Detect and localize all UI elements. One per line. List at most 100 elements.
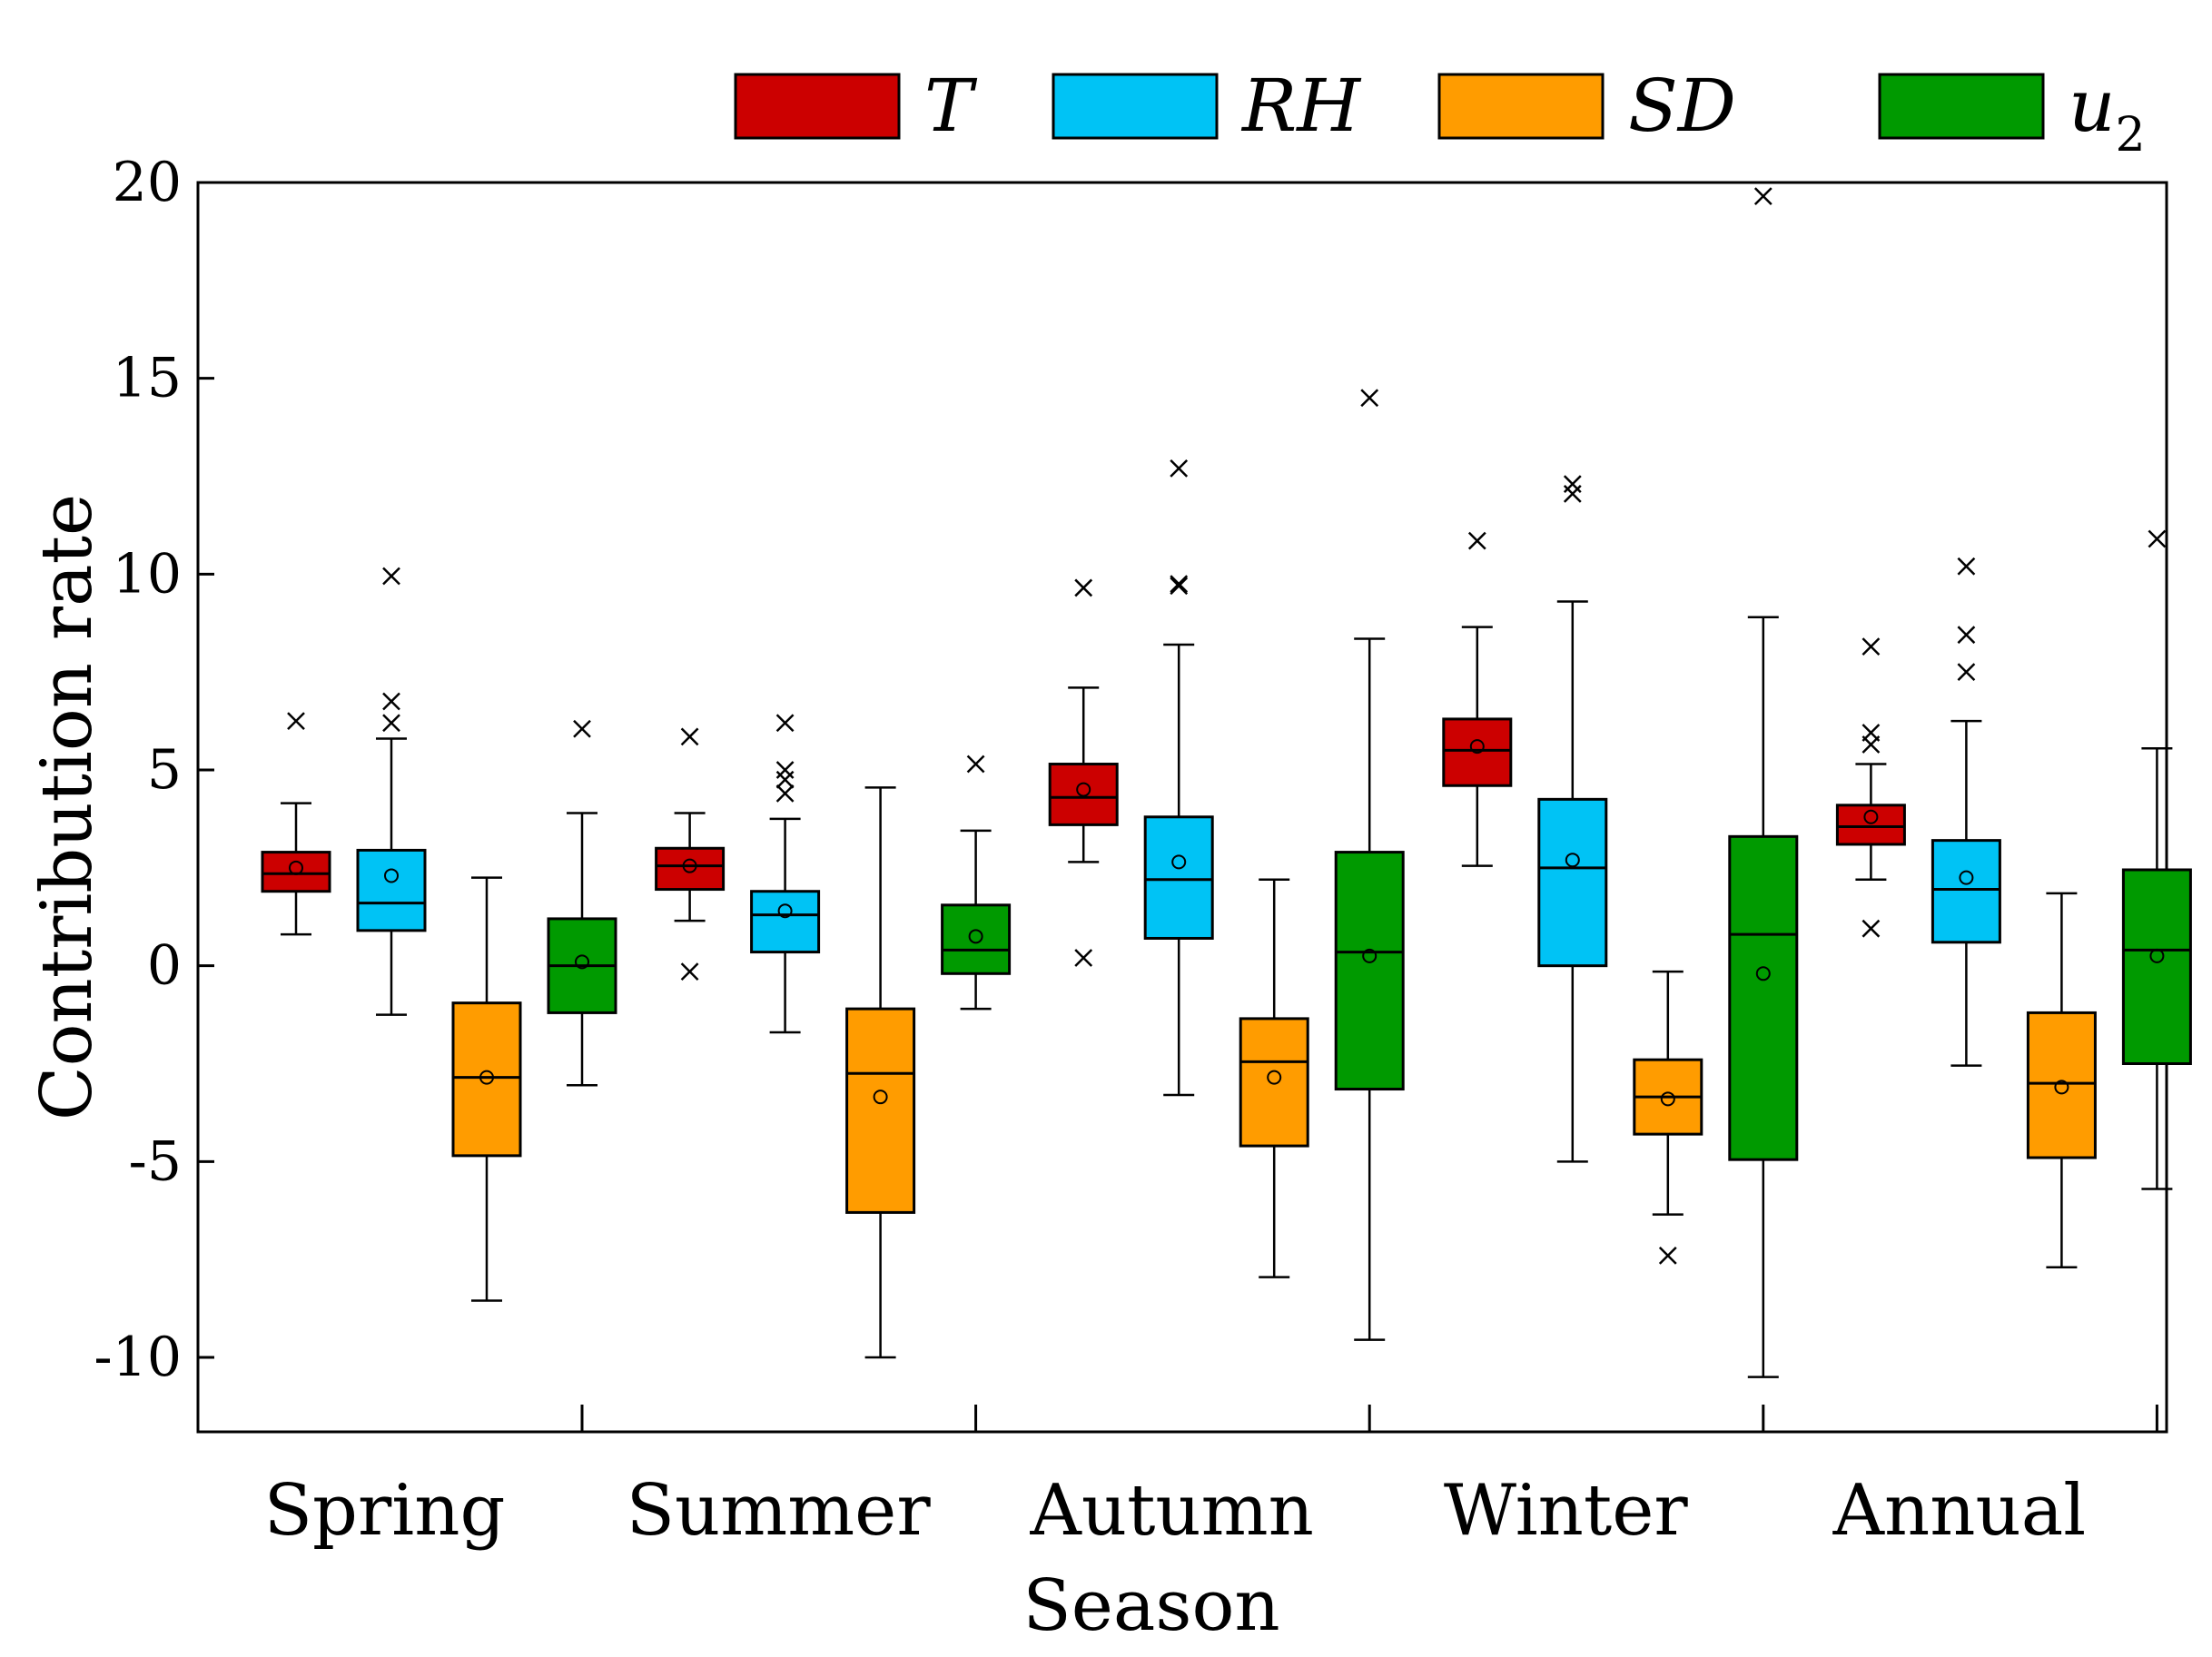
mean-marker	[479, 1070, 494, 1085]
legend-swatch-rh	[1052, 73, 1219, 140]
x-axis-title: Season	[1022, 1565, 1279, 1647]
outlier-stroke	[680, 727, 699, 746]
outlier-marker	[680, 727, 699, 746]
plot-area	[261, 187, 2192, 1378]
outlier-marker	[1170, 575, 1189, 594]
legend-label-text: T	[924, 64, 978, 148]
legend-label-subscript: 2	[2116, 108, 2146, 163]
x-category-label: Autumn	[1030, 1470, 1314, 1552]
box-iqr	[1537, 797, 1608, 968]
mean-marker	[289, 860, 303, 875]
outlier-stroke	[680, 962, 699, 981]
box-u2-autumn	[1334, 389, 1405, 1341]
box-iqr	[750, 890, 821, 954]
legend-label-text: RH	[1240, 64, 1362, 148]
mean-marker	[1076, 782, 1091, 797]
mean-marker	[1565, 853, 1580, 868]
legend-label-rh: RH	[1240, 64, 1362, 148]
outlier-stroke	[382, 567, 400, 586]
box-u2-summer	[941, 755, 1012, 1011]
legend-label-text: u	[2069, 64, 2116, 148]
outlier-marker	[1658, 1246, 1677, 1265]
outlier-marker	[382, 567, 400, 586]
box-u2-spring	[547, 719, 617, 1087]
outlier-stroke	[382, 692, 400, 711]
outlier-stroke	[1170, 577, 1189, 596]
mean-marker	[1362, 948, 1378, 963]
y-tick-label: -5	[129, 1129, 182, 1193]
box-T-annual	[1835, 637, 1906, 938]
outlier-marker	[680, 962, 699, 981]
box-iqr	[655, 846, 726, 892]
box-iqr	[1835, 804, 1906, 846]
outlier-stroke	[1658, 1246, 1677, 1265]
y-tick-label: 10	[113, 542, 182, 606]
y-tick-label: -10	[94, 1326, 182, 1389]
legend: T RH SD u2	[734, 64, 2146, 163]
mean-marker	[575, 954, 589, 970]
legend-label-t: T	[924, 64, 978, 148]
x-axis: Spring Summer Autumn Winter Annual	[264, 1405, 2158, 1552]
outlier-stroke	[1957, 663, 1976, 682]
box-SD-winter	[1633, 970, 1703, 1265]
outlier-marker	[287, 712, 305, 730]
x-category-label: Summer	[627, 1470, 932, 1552]
box-RH-summer	[750, 714, 821, 1034]
box-iqr	[1143, 815, 1214, 940]
y-tick-label: 5	[147, 738, 182, 802]
outlier-marker	[1861, 637, 1881, 656]
outlier-stroke	[1074, 578, 1093, 597]
box-T-autumn	[1048, 578, 1119, 967]
box-T-summer	[655, 727, 726, 981]
outlier-marker	[1957, 557, 1976, 576]
box-RH-autumn	[1143, 459, 1214, 1097]
y-axis: 20 15 10 5 0 -5 -10	[94, 151, 214, 1389]
mean-marker	[777, 903, 793, 919]
outlier-marker	[1074, 578, 1093, 597]
outlier-stroke	[1170, 575, 1189, 594]
outlier-marker	[1861, 735, 1881, 754]
outlier-marker	[775, 784, 795, 803]
outlier-marker	[1467, 531, 1486, 550]
outlier-marker	[573, 719, 591, 738]
mean-marker	[384, 868, 399, 883]
mean-marker	[682, 858, 697, 873]
outlier-marker	[775, 761, 795, 779]
box-iqr	[1048, 763, 1119, 826]
outlier-marker	[382, 714, 400, 733]
outlier-stroke	[775, 714, 795, 733]
outlier-stroke	[1957, 557, 1976, 576]
outlier-stroke	[1861, 735, 1881, 754]
outlier-stroke	[573, 719, 591, 738]
legend-label-sd: SD	[1628, 64, 1736, 148]
box-SD-annual	[2026, 892, 2097, 1269]
outlier-marker	[1360, 389, 1379, 408]
outlier-stroke	[2148, 529, 2167, 548]
box-iqr	[1239, 1017, 1309, 1148]
mean-marker	[1660, 1091, 1675, 1107]
box-RH-winter	[1537, 475, 1608, 1163]
outlier-marker	[1957, 663, 1976, 682]
y-tick-label: 15	[113, 347, 182, 410]
outlier-stroke	[1467, 531, 1486, 550]
outlier-stroke	[1861, 919, 1881, 938]
outlier-stroke	[1957, 626, 1976, 645]
legend-swatch-t	[734, 73, 901, 140]
box-iqr	[1931, 839, 2001, 944]
box-iqr	[451, 1001, 522, 1158]
outlier-stroke	[966, 755, 985, 774]
box-SD-summer	[845, 786, 916, 1359]
outlier-stroke	[382, 714, 400, 733]
outlier-stroke	[1753, 187, 1773, 205]
box-iqr	[261, 851, 331, 893]
legend-swatch-u2	[1878, 73, 2045, 140]
outlier-marker	[1563, 485, 1582, 503]
outlier-stroke	[1170, 459, 1189, 478]
x-category-label: Winter	[1444, 1470, 1688, 1552]
x-category-label: Spring	[264, 1470, 506, 1552]
box-iqr	[1728, 834, 1799, 1161]
outlier-marker	[966, 755, 985, 774]
box-RH-annual	[1931, 557, 2001, 1067]
legend-label-text: SD	[1628, 64, 1736, 148]
